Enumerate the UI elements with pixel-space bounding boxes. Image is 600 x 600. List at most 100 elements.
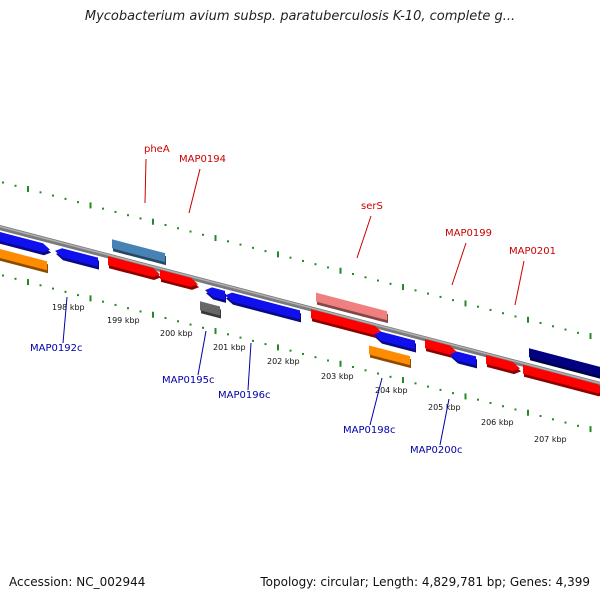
inner-tick-major xyxy=(464,393,467,400)
gene-block[interactable] xyxy=(0,248,48,274)
gene-arrow[interactable] xyxy=(311,309,383,339)
outer-tick-minor xyxy=(252,246,254,249)
outer-tick-minor xyxy=(52,194,54,197)
gene-arrow[interactable] xyxy=(225,292,301,323)
inner-tick-major xyxy=(402,377,404,384)
gene-label-leader xyxy=(247,342,252,391)
gene-arrow[interactable] xyxy=(374,331,416,353)
backbone-line xyxy=(0,225,600,387)
kbp-label: 202 kbp xyxy=(267,357,300,366)
gene-arrow[interactable] xyxy=(0,231,51,256)
gene-arrow[interactable] xyxy=(55,248,99,270)
kbp-label: 198 kbp xyxy=(52,303,85,312)
gene-arrow[interactable] xyxy=(160,269,199,290)
outer-tick-major xyxy=(277,251,279,258)
outer-tick-minor xyxy=(314,263,317,266)
inner-tick-minor xyxy=(239,336,242,339)
inner-tick-major xyxy=(214,328,217,335)
gene-label[interactable]: MAP0192c xyxy=(30,343,82,354)
outer-tick-minor xyxy=(139,217,142,220)
gene-block[interactable] xyxy=(200,301,221,319)
outer-tick-minor xyxy=(489,308,492,311)
gene-body xyxy=(369,345,410,366)
gene-label[interactable]: serS xyxy=(361,201,383,212)
inner-tick-minor xyxy=(39,284,42,287)
outer-tick-minor xyxy=(564,328,567,331)
gene-label[interactable]: MAP0196c xyxy=(218,390,270,401)
inner-tick-minor xyxy=(302,352,304,355)
gene-body xyxy=(205,287,225,300)
gene-features xyxy=(0,231,600,397)
outer-tick-minor xyxy=(352,273,354,276)
gene-body xyxy=(374,331,415,350)
gene-arrow[interactable] xyxy=(425,339,458,358)
outer-tick-major xyxy=(464,300,467,307)
gene-body xyxy=(200,301,220,316)
inner-tick-minor xyxy=(427,385,429,388)
gene-label[interactable]: MAP0200c xyxy=(410,445,462,456)
inner-tick-minor xyxy=(414,382,417,385)
kbp-label: 199 kbp xyxy=(107,316,140,325)
outer-tick-minor xyxy=(577,331,579,334)
outer-tick-major xyxy=(339,267,342,274)
inner-tick-minor xyxy=(264,343,267,346)
gene-body xyxy=(55,248,98,267)
inner-tick-minor xyxy=(139,310,142,313)
inner-tick-minor xyxy=(252,339,254,342)
gene-label-leader xyxy=(62,296,68,344)
inner-tick-minor xyxy=(102,300,104,303)
inner-tick-major xyxy=(152,311,154,318)
outer-tick-minor xyxy=(2,181,4,184)
gene-label[interactable]: MAP0195c xyxy=(162,375,214,386)
outer-tick-minor xyxy=(514,315,517,318)
kbp-labels: 198 kbp 199 kbp 200 kbp 201 kbp 202 kbp 203 k… xyxy=(52,303,567,444)
inner-tick-minor xyxy=(227,333,229,336)
gene-label[interactable]: pheA xyxy=(144,144,170,155)
outer-tick-major xyxy=(152,218,154,225)
outer-tick-minor xyxy=(177,227,179,230)
inner-tick-minor xyxy=(289,349,292,352)
inner-tick-minor xyxy=(114,303,117,306)
kbp-label: 205 kbp xyxy=(428,403,461,412)
gene-arrow[interactable] xyxy=(450,351,477,369)
gene-block[interactable] xyxy=(316,292,388,324)
outer-tick-minor xyxy=(302,259,304,262)
gene-block[interactable] xyxy=(369,345,411,369)
inner-tick-minor xyxy=(502,405,504,408)
inner-tick-minor xyxy=(552,418,554,421)
outer-tick-minor xyxy=(414,289,417,292)
inner-tick-minor xyxy=(202,326,204,329)
inner-tick-minor xyxy=(164,317,167,320)
gene-block[interactable] xyxy=(112,239,166,266)
gene-block[interactable] xyxy=(529,348,600,380)
outer-tick-major xyxy=(527,316,529,323)
gene-arrow[interactable] xyxy=(108,256,161,280)
outer-tick-minor xyxy=(552,325,554,328)
outer-tick-minor xyxy=(227,240,229,243)
gene-label[interactable]: MAP0201 xyxy=(509,246,556,257)
inner-tick-minor xyxy=(64,290,67,293)
inner-tick-minor xyxy=(477,398,479,401)
gene-arrow[interactable] xyxy=(486,355,521,375)
gene-label[interactable]: MAP0194 xyxy=(179,154,226,165)
inner-tick-major xyxy=(339,360,342,367)
gene-body xyxy=(523,364,600,394)
outer-tick-minor xyxy=(39,191,42,194)
gene-arrow[interactable] xyxy=(205,287,226,303)
gene-arrow[interactable] xyxy=(523,364,600,397)
outer-tick-major xyxy=(589,333,592,340)
gene-label[interactable]: MAP0198c xyxy=(343,425,395,436)
outer-tick-major xyxy=(402,284,404,291)
gene-body xyxy=(529,348,600,376)
kbp-label: 200 kbp xyxy=(160,329,193,338)
outer-tick-minor xyxy=(127,214,129,217)
gene-label[interactable]: MAP0199 xyxy=(445,228,492,239)
inner-tick-minor xyxy=(52,287,54,290)
gene-labels: pheA MAP0194 serS MAP0199 MAP0201 MAP0192c MAP… xyxy=(30,144,556,456)
outer-tick-minor xyxy=(77,201,79,204)
gene-label-leader xyxy=(188,168,201,214)
kbp-label: 206 kbp xyxy=(481,418,514,427)
inner-tick-major xyxy=(527,409,529,416)
gene-body xyxy=(160,269,198,287)
accession-text: Accession: NC_002944 xyxy=(9,575,146,589)
